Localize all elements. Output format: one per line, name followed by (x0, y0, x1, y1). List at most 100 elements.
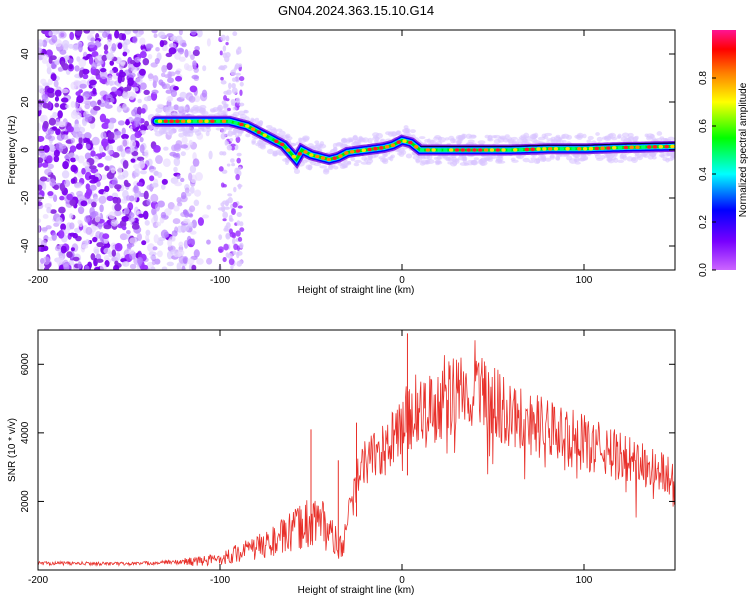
halo-cell (579, 156, 586, 162)
ridge-peak (204, 119, 209, 123)
noise-cell (173, 85, 179, 91)
noise-cell (74, 182, 82, 189)
noise-cell (138, 213, 144, 218)
halo-cell (215, 127, 223, 131)
noise-cell (99, 204, 104, 213)
noise-cell (231, 162, 236, 167)
noise-cell (57, 110, 63, 119)
noise-cell (122, 103, 128, 111)
noise-cell (149, 255, 157, 260)
noise-cell (147, 124, 154, 131)
noise-cell (38, 135, 45, 142)
ridge-peak (606, 146, 611, 150)
noise-cell (77, 130, 83, 139)
noise-cell (70, 178, 76, 184)
noise-cell (78, 43, 83, 53)
noise-cell (51, 232, 57, 241)
noise-cell (222, 64, 228, 69)
colorbar-tick-label: 0.0 (698, 263, 709, 277)
noise-cell (186, 258, 195, 265)
ridge-peak (588, 146, 594, 151)
noise-cell (84, 265, 90, 270)
noise-cell (235, 72, 241, 76)
noise-cell (238, 102, 245, 107)
ridge-peak (181, 119, 186, 123)
noise-cell (38, 103, 43, 111)
noise-cell (193, 249, 200, 258)
halo-cell (619, 153, 624, 160)
ridge-peak (326, 157, 332, 162)
noise-cell (38, 218, 42, 224)
noise-cell (38, 149, 46, 157)
ridge-peak (559, 147, 564, 151)
halo-cell (435, 156, 443, 160)
noise-cell (188, 222, 194, 228)
halo-cell (190, 108, 199, 114)
noise-cell (63, 179, 71, 188)
noise-cell (184, 49, 189, 58)
halo-cell (467, 139, 475, 143)
ridge-peak (221, 119, 227, 123)
ridge-peak (355, 149, 361, 153)
noise-cell (96, 242, 104, 248)
ridge-peak (268, 136, 273, 141)
noise-cell (160, 211, 167, 219)
y-tick-label: 20 (20, 96, 31, 108)
halo-cell (426, 154, 433, 160)
noise-cell (233, 243, 239, 251)
noise-cell (151, 207, 157, 216)
noise-cell (41, 93, 48, 101)
noise-cell (145, 43, 154, 49)
noise-cell (99, 102, 106, 107)
noise-cell (230, 143, 236, 147)
noise-cell (225, 233, 231, 239)
halo-cell (505, 136, 513, 142)
halo-cell (463, 162, 470, 166)
noise-cell (104, 49, 109, 55)
noise-cell (173, 166, 178, 173)
noise-cell (201, 89, 208, 98)
noise-cell (38, 224, 41, 234)
noise-cell (180, 191, 187, 200)
halo-cell (533, 132, 539, 139)
x-tick-label: -100 (210, 575, 230, 586)
ridge-peak (169, 119, 174, 123)
halo-cell (646, 135, 653, 141)
noise-cell (222, 257, 227, 263)
noise-cell (48, 144, 55, 149)
noise-cell (155, 47, 160, 52)
halo-cell (444, 137, 450, 141)
y-tick-label: 4000 (20, 421, 31, 444)
halo-cell (387, 156, 392, 160)
ridge-peak (478, 148, 483, 152)
noise-cell (228, 258, 235, 266)
noise-cell (124, 30, 132, 35)
noise-cell (108, 211, 116, 220)
halo-cell (528, 160, 535, 164)
ridge-peak (175, 119, 180, 123)
noise-cell (110, 167, 116, 174)
ridge-peak (635, 145, 640, 150)
halo-cell (667, 136, 675, 141)
noise-cell (191, 238, 196, 246)
halo-cell (658, 153, 665, 158)
noise-cell (57, 230, 65, 239)
noise-cell (93, 196, 99, 202)
noise-cell (78, 136, 83, 144)
noise-cell (123, 207, 130, 215)
noise-cell (135, 77, 143, 84)
noise-cell (53, 80, 59, 88)
noise-cell (109, 80, 114, 87)
noise-cell (70, 157, 76, 163)
halo-cell (206, 127, 212, 133)
halo-cell (221, 129, 226, 134)
halo-cell (255, 121, 261, 125)
noise-cell (181, 136, 188, 144)
halo-cell (210, 109, 216, 113)
noise-cell (84, 215, 91, 223)
spectrogram-x-label: Height of straight line (km) (298, 285, 415, 296)
ridge-peak (431, 148, 436, 152)
noise-cell (237, 46, 242, 50)
noise-cell (58, 31, 67, 39)
noise-cell (167, 77, 174, 84)
